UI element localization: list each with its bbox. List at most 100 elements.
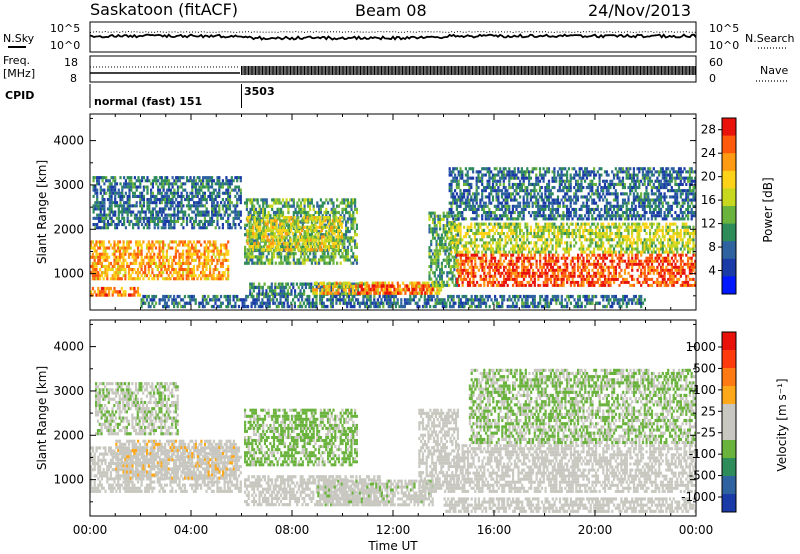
- echo-cell: [218, 271, 221, 275]
- echo-cell: [103, 191, 106, 195]
- echo-cell: [513, 211, 516, 215]
- echo-cell: [584, 214, 587, 218]
- echo-cell: [110, 207, 113, 211]
- echo-cell: [162, 219, 165, 223]
- echo-cell: [99, 176, 102, 180]
- echo-cell: [132, 223, 135, 227]
- echo-cell: [115, 201, 119, 205]
- echo-cell: [286, 245, 289, 249]
- echo-cell: [290, 245, 293, 249]
- echo-cell: [126, 213, 129, 217]
- echo-cell: [211, 179, 214, 183]
- echo-cell: [299, 201, 303, 205]
- echo-cell: [268, 238, 271, 242]
- echo-cell: [113, 252, 116, 256]
- echo-cell: [169, 182, 172, 186]
- echo-cell: [407, 287, 411, 292]
- echo-cell: [275, 219, 278, 223]
- echo-cell: [151, 185, 154, 189]
- echo-cell: [517, 192, 520, 196]
- echo-cell: [328, 281, 331, 285]
- echo-cell: [202, 223, 205, 227]
- echo-cell: [227, 198, 230, 202]
- echo-cell: [334, 255, 337, 259]
- echo-cell: [196, 204, 199, 208]
- echo-cell: [461, 170, 464, 174]
- echo-cell: [209, 223, 212, 227]
- echo-cell: [144, 185, 147, 189]
- echo-cell: [616, 173, 619, 177]
- echo-cell: [158, 240, 161, 244]
- echo-cell: [155, 201, 158, 205]
- echo-cell: [605, 170, 608, 174]
- echo-cell: [430, 268, 433, 272]
- echo-cell: [547, 182, 551, 186]
- echo-cell: [547, 204, 551, 208]
- echo-cell: [203, 204, 206, 208]
- echo-cell: [203, 194, 206, 198]
- echo-cell: [207, 261, 210, 265]
- echo-cell: [448, 214, 451, 218]
- echo-cell: [448, 167, 451, 171]
- echo-cell: [113, 249, 116, 253]
- echo-cell: [324, 248, 327, 252]
- echo-cell: [137, 223, 140, 227]
- echo-cell: [113, 271, 116, 275]
- echo-cell: [151, 219, 154, 223]
- echo-cell: [140, 274, 143, 278]
- echo-cell: [151, 246, 154, 250]
- echo-cell: [259, 232, 262, 236]
- echo-cell: [144, 255, 147, 259]
- echo-cell: [352, 236, 355, 240]
- echo-cell: [173, 219, 176, 223]
- echo-cell: [110, 182, 113, 186]
- echo-cell: [198, 249, 201, 253]
- echo-cell: [94, 188, 97, 192]
- echo-cell: [569, 189, 572, 193]
- echo-cell: [97, 286, 100, 291]
- echo-cell: [580, 167, 583, 171]
- echo-cell: [110, 198, 113, 202]
- echo-cell: [252, 228, 255, 233]
- echo-cell: [334, 252, 337, 256]
- echo-cell: [472, 247, 475, 251]
- echo-cell: [95, 277, 98, 281]
- echo-cell: [194, 246, 197, 250]
- echo-cell: [106, 258, 109, 262]
- echo-cell: [353, 291, 356, 295]
- echo-cell: [182, 252, 185, 256]
- echo-cell: [645, 186, 648, 190]
- echo-cell: [303, 255, 306, 259]
- echo-cell: [94, 207, 97, 211]
- echo-cell: [182, 194, 185, 198]
- echo-cell: [454, 173, 457, 177]
- echo-cell: [194, 204, 197, 208]
- echo-cell: [266, 219, 269, 223]
- echo-cell: [110, 176, 113, 180]
- echo-cell: [564, 198, 567, 202]
- echo-cell: [475, 195, 478, 199]
- echo-cell: [605, 204, 608, 208]
- echo-cell: [196, 176, 199, 180]
- echo-cell: [142, 261, 145, 265]
- echo-cell: [333, 219, 336, 223]
- echo-cell: [128, 201, 131, 205]
- echo-cell: [209, 240, 212, 244]
- echo-cell: [529, 198, 532, 202]
- echo-cell: [214, 213, 217, 217]
- echo-cell: [120, 246, 123, 250]
- echo-cell: [227, 201, 230, 205]
- echo-cell: [119, 176, 122, 180]
- echo-cell: [99, 191, 102, 195]
- echo-cell: [477, 186, 480, 190]
- echo-cell: [200, 182, 203, 186]
- echo-cell: [203, 198, 206, 202]
- echo-cell: [194, 219, 197, 223]
- echo-cell: [267, 252, 270, 256]
- echo-cell: [444, 265, 447, 269]
- echo-cell: [119, 194, 122, 198]
- echo-cell: [627, 217, 630, 221]
- echo-cell: [593, 211, 596, 215]
- echo-cell: [227, 191, 230, 195]
- echo-cell: [616, 198, 619, 202]
